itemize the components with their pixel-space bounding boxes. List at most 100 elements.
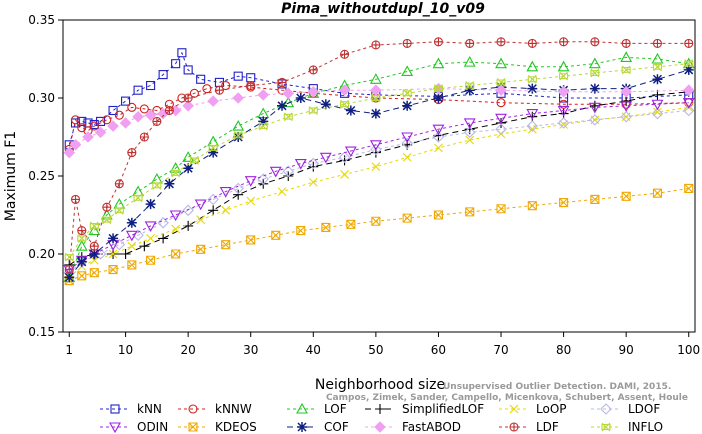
data-point	[188, 422, 198, 432]
data-point	[370, 108, 381, 119]
legend-item-lof: LOF	[287, 402, 347, 416]
data-point	[108, 233, 119, 244]
data-point	[219, 187, 232, 198]
x-axis-title: Neighborhood size	[315, 377, 445, 393]
data-point	[496, 78, 506, 87]
data-point	[183, 93, 193, 103]
data-point	[371, 162, 381, 172]
data-point	[294, 158, 307, 170]
data-point	[221, 240, 231, 250]
watermark-line-2: Campos, Zimek, Sander, Campello, Micenko…	[326, 393, 688, 403]
legend-item-ldof: LDOF	[591, 402, 660, 416]
data-point	[125, 230, 138, 242]
data-point	[559, 120, 568, 129]
data-point	[207, 95, 219, 107]
legend-label: FastABOD	[402, 420, 461, 434]
data-point	[283, 112, 293, 122]
data-point	[684, 59, 694, 69]
data-point	[653, 107, 662, 117]
data-point	[651, 107, 664, 120]
data-point	[620, 101, 633, 112]
data-point	[277, 77, 287, 87]
data-point	[559, 197, 569, 208]
data-point	[308, 65, 318, 75]
data-point	[589, 114, 601, 126]
data-point	[277, 187, 287, 196]
x-tick-label: 20	[181, 343, 196, 357]
data-point	[652, 74, 663, 85]
data-point	[171, 168, 181, 178]
legend-label: LDOF	[628, 402, 660, 416]
legend-item-ldf: LDF	[499, 420, 559, 434]
data-point	[465, 81, 475, 90]
data-point	[196, 215, 206, 225]
x-tick-label: 10	[118, 343, 133, 357]
data-point	[146, 255, 156, 265]
chart-title: Pima_withoutdupl_10_v09	[281, 1, 485, 17]
data-point	[89, 268, 99, 278]
data-point	[464, 85, 475, 96]
data-point	[258, 116, 269, 127]
data-point	[297, 422, 307, 432]
data-point	[295, 93, 306, 103]
data-point	[277, 100, 288, 111]
data-point	[588, 57, 601, 69]
data-point	[152, 180, 162, 190]
data-point	[652, 89, 663, 100]
legend-label: LOF	[324, 402, 347, 416]
watermark-line-1: Unsupervised Outlier Detection. DAMI, 20…	[443, 382, 671, 392]
y-axis-title: Maximum F1	[3, 131, 19, 221]
series-line	[68, 102, 689, 270]
data-point	[338, 84, 351, 96]
data-point	[108, 249, 118, 259]
data-point	[652, 62, 663, 72]
data-point	[69, 139, 82, 151]
data-point	[164, 178, 175, 189]
data-point	[495, 84, 507, 96]
data-point	[345, 105, 356, 116]
data-point	[70, 115, 81, 125]
data-point	[89, 241, 99, 251]
data-point	[682, 104, 695, 117]
data-point	[271, 230, 281, 240]
data-point	[88, 224, 101, 236]
data-point	[89, 249, 100, 259]
plot-frame	[62, 19, 696, 333]
series-line	[68, 110, 689, 274]
data-point	[182, 204, 194, 217]
data-point	[63, 146, 76, 159]
legend-item-inflo: INFLO	[591, 420, 663, 434]
data-point	[432, 57, 445, 69]
legend-item-kdeos: KDEOS	[178, 420, 257, 434]
data-point	[64, 265, 74, 275]
data-point	[527, 74, 537, 84]
data-point	[496, 37, 506, 47]
data-point	[82, 131, 94, 143]
data-point	[621, 65, 631, 75]
data-point	[557, 105, 570, 117]
data-point	[171, 59, 181, 69]
x-tick-label: 70	[493, 343, 508, 357]
data-point	[139, 132, 149, 142]
data-point	[258, 121, 268, 131]
data-point	[402, 38, 412, 48]
data-point	[183, 163, 194, 174]
data-point	[114, 179, 124, 189]
data-point	[495, 57, 507, 69]
data-point	[77, 116, 87, 126]
data-point	[127, 148, 137, 158]
data-point	[557, 85, 570, 98]
data-point	[282, 87, 295, 100]
data-point	[139, 241, 150, 252]
series-kdeos	[64, 183, 694, 286]
data-point	[463, 55, 476, 67]
data-point	[620, 85, 632, 98]
data-point	[509, 422, 519, 432]
data-point	[433, 84, 443, 94]
legend-label: ODIN	[137, 420, 168, 434]
data-point	[495, 113, 507, 125]
data-point	[113, 238, 126, 251]
data-point	[590, 37, 600, 47]
data-point	[601, 422, 611, 432]
data-point	[214, 85, 224, 95]
